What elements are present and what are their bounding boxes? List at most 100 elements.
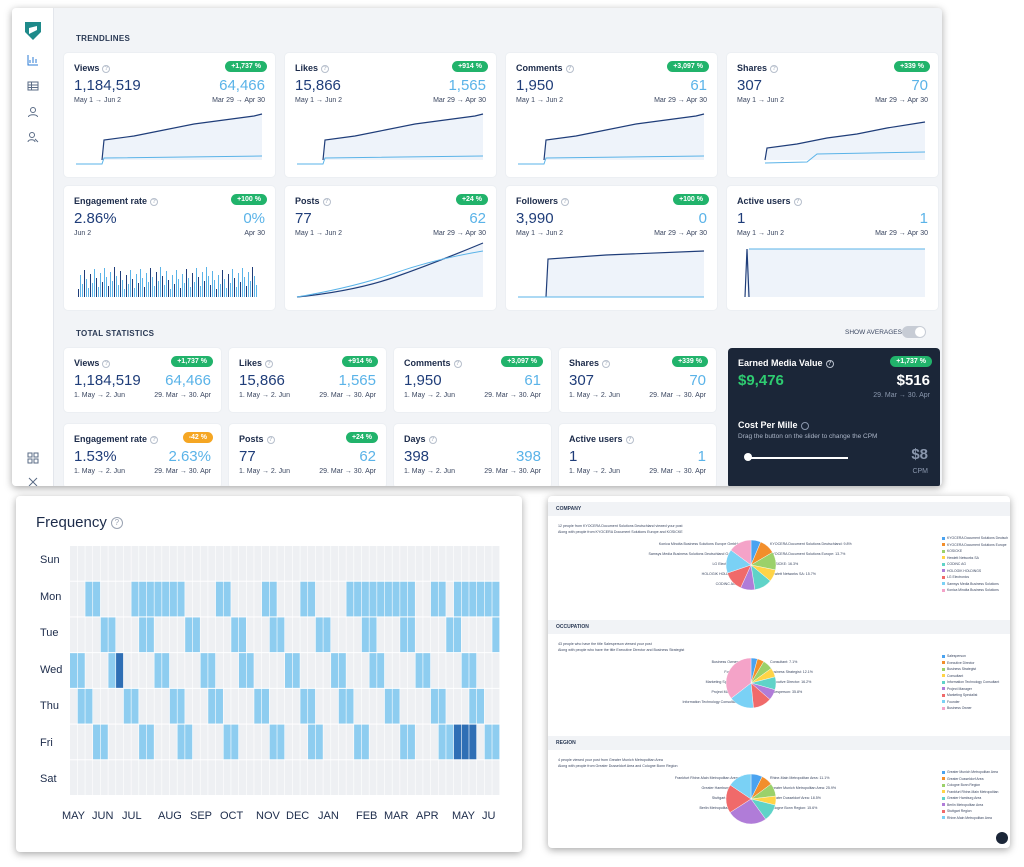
legend-item[interactable]: Salesperson bbox=[942, 654, 966, 658]
legend-item[interactable]: Executive Director bbox=[942, 661, 975, 665]
heatmap-cell bbox=[492, 546, 500, 581]
heatmap-cell bbox=[492, 617, 500, 653]
heatmap-cell bbox=[146, 760, 154, 795]
heatmap-cell bbox=[261, 617, 270, 653]
legend-item[interactable]: KYOCERA Document Solutions Deutsch bbox=[942, 536, 1008, 540]
heatmap-cell bbox=[407, 724, 415, 760]
expand-icon[interactable] bbox=[26, 476, 40, 486]
heatmap-cell bbox=[139, 581, 147, 617]
heatmap-cell bbox=[415, 581, 423, 617]
pie-label: Business Strategist: 12.1% bbox=[770, 670, 813, 674]
heatmap-cell bbox=[208, 724, 216, 760]
total-card-posts[interactable]: Posts? +24 % 77 62 1. May → 2. Jun 29. M… bbox=[229, 424, 386, 486]
month-label: OCT bbox=[220, 810, 244, 822]
heatmap-cell bbox=[154, 688, 162, 724]
total-card-shares[interactable]: Shares? +339 % 307 70 1. May → 2. Jun 29… bbox=[559, 348, 716, 412]
chat-icon[interactable] bbox=[996, 832, 1008, 844]
total-card-engagement-rate[interactable]: Engagement rate? -42 % 1.53% 2.63% 1. Ma… bbox=[64, 424, 221, 486]
trendline-card-engagement-rate[interactable]: Engagement rate? +100 % 2.86% 0% Jun 2 A… bbox=[64, 186, 275, 310]
heatmap-cell bbox=[100, 724, 108, 760]
total-card-active-users[interactable]: Active users? 1 1 1. May → 2. Jun 29. Ma… bbox=[559, 424, 716, 486]
apps-icon[interactable] bbox=[26, 452, 40, 466]
total-card-days[interactable]: Days? 398 398 1. May → 2. Jun 29. Mar → … bbox=[394, 424, 551, 486]
day-label-thu: Thu bbox=[40, 700, 59, 712]
legend-item[interactable]: Greater Munich Metropolitan Area bbox=[942, 770, 998, 774]
legend-item[interactable]: Founder bbox=[942, 700, 960, 704]
legend-swatch bbox=[942, 687, 945, 691]
heatmap-cell bbox=[77, 581, 85, 617]
pie-section-title: COMPANY bbox=[548, 502, 1010, 516]
heatmap-cell bbox=[338, 760, 346, 795]
show-averages-toggle[interactable] bbox=[902, 326, 926, 338]
current-value: 15,866 bbox=[239, 372, 285, 389]
legend-item[interactable]: CODINC AG bbox=[942, 562, 966, 566]
heatmap-cell bbox=[338, 688, 346, 724]
trendline-card-active-users[interactable]: Active users? 1 1 May 1 → Jun 2 Mar 29 →… bbox=[727, 186, 938, 310]
legend-item[interactable]: HOLOGIK HOLDINGS bbox=[942, 569, 981, 573]
trendline-card-comments[interactable]: Comments? +3,097 % 1,950 61 May 1 → Jun … bbox=[506, 53, 717, 177]
legend-item[interactable]: Rhine-Main Metropolitan Area bbox=[942, 816, 992, 820]
total-card-views[interactable]: Views? +1,737 % 1,184,519 64,466 1. May … bbox=[64, 348, 221, 412]
legend-item[interactable]: Greater Dusseldorf Area bbox=[942, 777, 984, 781]
heatmap-cell bbox=[361, 653, 369, 688]
legend-item[interactable]: Frankfurt Rhine-Main Metropolitan bbox=[942, 790, 998, 794]
heatmap-cell bbox=[177, 653, 185, 688]
heatmap-cell bbox=[369, 760, 377, 795]
heatmap-cell bbox=[261, 653, 270, 688]
legend-item[interactable]: Information Technology Consultant bbox=[942, 680, 999, 684]
change-badge: +914 % bbox=[452, 61, 488, 72]
pie-label: Greater Dusseldorf Area: 18.5% bbox=[770, 796, 821, 800]
cpm-slider-thumb[interactable] bbox=[744, 453, 752, 461]
trendline-card-shares[interactable]: Shares? +339 % 307 70 May 1 → Jun 2 Mar … bbox=[727, 53, 938, 177]
legend-item[interactable]: Project Manager bbox=[942, 687, 972, 691]
trendline-card-followers[interactable]: Followers? +100 % 3,990 0 May 1 → Jun 2 … bbox=[506, 186, 717, 310]
trendline-card-likes[interactable]: Likes? +914 % 15,866 1,565 May 1 → Jun 2… bbox=[285, 53, 496, 177]
total-card-comments[interactable]: Comments? +3,097 % 1,950 61 1. May → 2. … bbox=[394, 348, 551, 412]
heatmap-cell bbox=[300, 760, 308, 795]
legend-item[interactable]: Stuttgart Region bbox=[942, 809, 972, 813]
legend-item[interactable]: Marketing Specialist bbox=[942, 693, 977, 697]
trendline-card-views[interactable]: Views? +1,737 % 1,184,519 64,466 May 1 →… bbox=[64, 53, 275, 177]
analytics-icon[interactable] bbox=[26, 54, 40, 68]
legend-item[interactable]: Consultant bbox=[942, 674, 963, 678]
heatmap-cell bbox=[146, 653, 154, 688]
cpm-slider-track[interactable] bbox=[746, 457, 848, 459]
heatmap-cell bbox=[246, 724, 254, 760]
heatmap-cell bbox=[154, 760, 162, 795]
pie-chart bbox=[725, 773, 777, 825]
sparkline bbox=[78, 267, 257, 297]
legend-item[interactable]: Konica Minolta Business Solutions bbox=[942, 588, 999, 592]
heatmap-cell bbox=[461, 688, 469, 724]
heatmap-cell bbox=[215, 724, 223, 760]
legend-item[interactable]: Business Owner bbox=[942, 706, 972, 710]
legend-item[interactable]: Business Strategist bbox=[942, 667, 976, 671]
heatmap-cell bbox=[162, 581, 170, 617]
legend-item[interactable]: Berlin Metropolitan Area bbox=[942, 803, 983, 807]
legend-item[interactable]: Greater Hamburg Area bbox=[942, 796, 981, 800]
heatmap-cell bbox=[208, 653, 216, 688]
table-icon[interactable] bbox=[26, 80, 40, 94]
heatmap-cell bbox=[200, 724, 208, 760]
card-title: Views? bbox=[74, 63, 111, 73]
heatmap-cell bbox=[446, 653, 454, 688]
heatmap-cell bbox=[369, 546, 377, 581]
total-card-likes[interactable]: Likes? +914 % 15,866 1,565 1. May → 2. J… bbox=[229, 348, 386, 412]
heatmap-cell bbox=[77, 688, 85, 724]
previous-value: 61 bbox=[690, 77, 707, 94]
user-icon[interactable] bbox=[26, 106, 40, 120]
user-search-icon[interactable] bbox=[26, 131, 40, 145]
current-range: May 1 → Jun 2 bbox=[737, 230, 785, 237]
legend-item[interactable]: KYOCERA Document Solutions Europe bbox=[942, 543, 1007, 547]
heatmap-cell bbox=[246, 688, 254, 724]
legend-item[interactable]: Samsys Media Business Solutions bbox=[942, 582, 999, 586]
trendline-card-posts[interactable]: Posts? +24 % 77 62 May 1 → Jun 2 Mar 29 … bbox=[285, 186, 496, 310]
legend-item[interactable]: LG Electronics bbox=[942, 575, 969, 579]
heatmap-cell bbox=[269, 546, 277, 581]
logo-icon[interactable] bbox=[23, 20, 43, 42]
legend-item[interactable]: KOSICKE bbox=[942, 549, 962, 553]
heatmap-cell bbox=[254, 724, 262, 760]
legend-item[interactable]: Cologne Bonn Region bbox=[942, 783, 980, 787]
heatmap-cell bbox=[400, 617, 408, 653]
legend-item[interactable]: Hewlett Networks SA bbox=[942, 556, 979, 560]
heatmap-cell bbox=[93, 617, 101, 653]
